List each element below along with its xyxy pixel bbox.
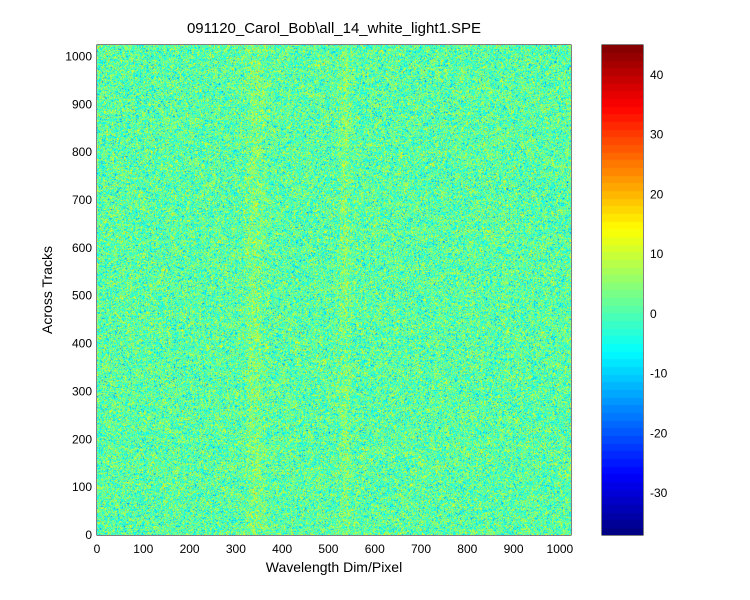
y-axis-label: Across Tracks: [39, 246, 55, 334]
x-tick-label: 400: [272, 542, 292, 556]
colorbar-tick-label: 20: [650, 187, 664, 201]
x-tick-label: 0: [94, 542, 101, 556]
colorbar-tick-label: -10: [650, 367, 668, 381]
colorbar-tick-label: -20: [650, 426, 668, 440]
x-tick-label: 300: [226, 542, 246, 556]
y-tick-label: 0: [85, 528, 92, 542]
x-tick-label: 500: [318, 542, 338, 556]
colorbar-tick-label: 10: [650, 247, 664, 261]
y-tick-label: 400: [72, 337, 92, 351]
y-tick-label: 300: [72, 384, 92, 398]
x-tick-label: 600: [365, 542, 385, 556]
chart-title: 091120_Carol_Bob\all_14_white_light1.SPE: [187, 20, 481, 37]
x-tick-label: 700: [411, 542, 431, 556]
x-tick-label: 800: [457, 542, 477, 556]
y-tick-label: 500: [72, 289, 92, 303]
heatmap-image: [97, 45, 571, 535]
y-tick-label: 600: [72, 241, 92, 255]
x-tick-label: 900: [504, 542, 524, 556]
x-tick-label: 1000: [547, 542, 574, 556]
y-tick-label: 700: [72, 193, 92, 207]
colorbar: [602, 45, 643, 535]
y-tick-label: 800: [72, 145, 92, 159]
y-tick-label: 900: [72, 97, 92, 111]
colorbar-tick-label: 40: [650, 68, 664, 82]
x-axis: 0 100 200 300 400 500 600 700 800 900 1000: [94, 45, 574, 556]
colorbar-axis: 40 30 20 10 0 -10 -20 -30: [602, 68, 668, 500]
y-tick-label: 1000: [65, 49, 92, 63]
x-axis-label: Wavelength Dim/Pixel: [266, 559, 402, 575]
colorbar-tick-label: 30: [650, 128, 664, 142]
x-tick-label: 200: [180, 542, 200, 556]
y-tick-label: 200: [72, 432, 92, 446]
colorbar-tick-label: -30: [650, 486, 668, 500]
y-tick-label: 100: [72, 480, 92, 494]
colorbar-tick-label: 0: [650, 307, 657, 321]
x-tick-label: 100: [133, 542, 153, 556]
